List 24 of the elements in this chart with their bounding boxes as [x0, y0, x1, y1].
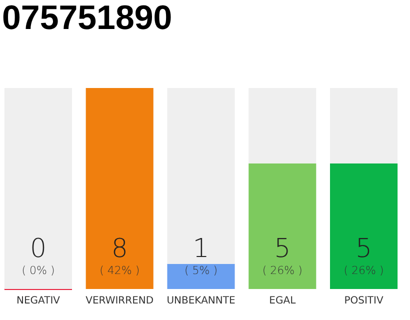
bar [167, 264, 235, 289]
data-label: 1 [192, 234, 210, 264]
data-label: 5 [274, 234, 291, 264]
data-label: 5 [356, 234, 372, 264]
annotation: ( 26% ) [344, 264, 384, 277]
bar [248, 88, 316, 164]
data-label: 0 [30, 234, 46, 264]
chart-title: 075751890 [2, 0, 172, 37]
x-tick-label: UNBEKANNTE [166, 296, 236, 306]
annotation: ( 0% ) [22, 264, 55, 277]
bar [4, 88, 72, 289]
annotation: ( 42% ) [100, 264, 140, 277]
x-tick-label: POSITIV [344, 296, 384, 306]
x-tick-label: NEGATIV [16, 296, 60, 306]
bar [330, 88, 398, 164]
bar [248, 163, 316, 289]
annotation: ( 5% ) [184, 264, 218, 277]
annotation: ( 26% ) [262, 264, 302, 277]
bar [167, 88, 235, 264]
data-label: 8 [111, 234, 128, 264]
x-tick-label: EGAL [269, 296, 296, 306]
bar [86, 88, 154, 289]
x-tick-label: VERWIRREND [86, 296, 154, 306]
bar [330, 163, 398, 289]
